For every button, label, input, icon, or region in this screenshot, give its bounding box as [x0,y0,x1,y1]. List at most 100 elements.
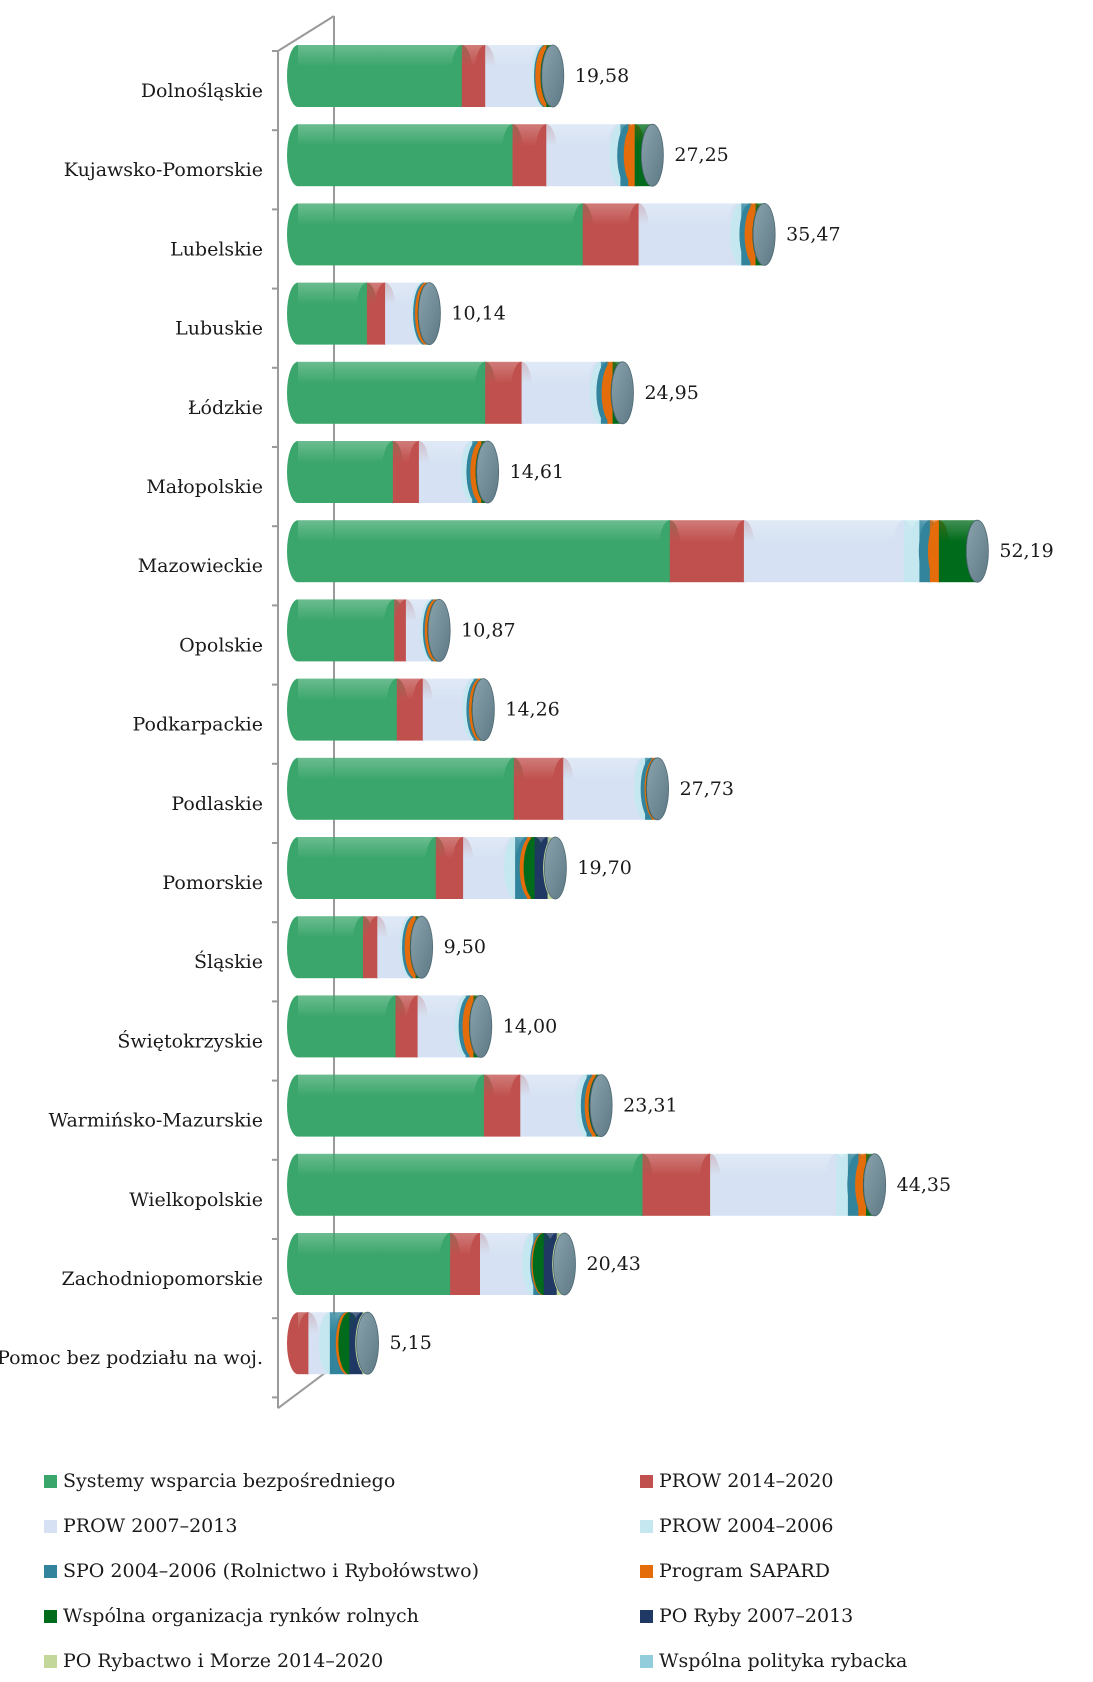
bar-left-cap [287,1233,298,1295]
category-label: Łódzkie [188,397,263,419]
bar-end-cap [471,678,495,741]
category-label: Podlaskie [171,793,263,815]
bar-segment [642,1153,722,1216]
bar-end-cap [469,995,493,1058]
bar-end-cap [863,1153,887,1217]
bar-segment [298,995,407,1058]
bar-segment-body [298,1074,484,1137]
bar-segment [298,1153,654,1216]
bar-segment-body [298,441,393,503]
legend-item: PROW 2004–2006 [640,1515,833,1537]
legend-swatch [640,1654,653,1668]
legend-swatch [640,1564,653,1578]
y-axis-depth-top [277,15,335,52]
legend-label: Wspólna organizacja rynków rolnych [63,1605,419,1627]
bar-left-cap [287,757,298,820]
bar-segment-body [298,678,397,741]
bar-left-cap [287,282,298,345]
category-label: Pomoc bez podziału na woj. [0,1347,263,1369]
total-value-label: 24,95 [644,382,698,404]
total-value-label: 27,25 [674,144,728,166]
legend-label: PO Rybactwo i Morze 2014–2020 [63,1650,384,1672]
bar-segment [298,124,524,187]
bar-segment-body [563,757,643,820]
bar-segment-body [710,1153,837,1216]
bar-segment [298,203,594,266]
total-value-label: 10,87 [461,619,515,641]
bar-left-cap [287,1074,298,1137]
legend-item: Wspólna organizacja rynków rolnych [44,1605,419,1627]
bar-segment-body [298,1153,643,1216]
bar-end-cap [640,123,664,187]
bar-segment [298,757,525,820]
total-value-label: 5,15 [390,1332,432,1354]
bar-end-cap [410,915,434,979]
bar-segment [298,599,406,662]
bar-segment-body [298,361,486,424]
legend-label: Systemy wsparcia bezpośredniego [63,1470,396,1492]
category-label: Podkarpackie [132,714,263,736]
category-label: Lubuskie [175,318,263,340]
total-value-label: 14,00 [503,1015,557,1037]
bar-segment-body [298,124,513,187]
legend-item: PO Ryby 2007–2013 [640,1605,853,1627]
bar-segment [298,520,681,583]
legend-label: PROW 2004–2006 [659,1515,834,1537]
total-value-label: 14,61 [510,461,564,483]
bar-segment [298,282,378,345]
category-label: Śląskie [194,950,263,973]
bar-left-cap [287,678,298,741]
bar-segment-body [298,599,395,662]
bar-left-cap [287,520,298,583]
bar-segment-body [546,124,618,187]
bar-left-cap [287,1153,298,1216]
bar-left-cap [287,1312,298,1375]
bar-end-cap [646,757,669,821]
legend-label: Program SAPARD [659,1560,830,1582]
category-label: Kujawsko-Pomorskie [64,159,263,181]
total-value-label: 27,73 [680,778,734,800]
bar-end-cap [476,440,500,504]
total-value-label: 9,50 [444,936,486,958]
bar-left-cap [287,203,298,266]
category-label: Małopolskie [146,476,263,498]
bar-segment-body [642,1153,711,1216]
category-label: Mazowieckie [138,555,263,577]
legend-item: Wspólna polityka rybacka [640,1650,907,1672]
category-label: Warmińsko-Mazurskie [49,1110,263,1132]
total-value-label: 52,19 [999,540,1053,562]
category-label: Świętokrzyskie [117,1029,263,1052]
bar-segment-body [298,1233,451,1295]
bar-segment [710,1153,848,1216]
bar-left-cap [287,995,298,1058]
bar-segment-body [298,203,583,266]
category-label: Wielkopolskie [129,1189,263,1211]
bar-segment [298,1074,495,1137]
bar-segment-body [298,45,462,107]
total-value-label: 19,70 [577,857,631,879]
legend-item: Program SAPARD [640,1560,830,1582]
bar-end-cap [427,599,451,662]
legend-item: Systemy wsparcia bezpośredniego [44,1470,395,1492]
total-value-label: 35,47 [786,223,840,245]
bar-segment [298,1233,462,1295]
bar-left-cap [287,45,298,107]
legend-label: PROW 2007–2013 [63,1515,238,1537]
legend-label: PO Ryby 2007–2013 [659,1605,854,1627]
bar-left-cap [287,599,298,662]
bar-segment [298,678,408,741]
legend-item: PROW 2014–2020 [640,1470,833,1492]
bar-segment-body [298,837,436,899]
category-label: Opolskie [179,634,263,656]
bar-segment-body [521,361,599,424]
bar-end-cap [541,44,565,108]
legend-item: PROW 2007–2013 [44,1515,237,1537]
legend-swatch [640,1474,653,1488]
legend-swatch [44,1474,57,1488]
bar-end-cap [752,202,776,266]
bar-end-cap [418,282,441,346]
total-value-label: 23,31 [623,1095,677,1117]
bar-segment-body [298,282,367,345]
bar-segment [743,520,915,583]
category-label: Zachodniopomorskie [62,1268,264,1290]
